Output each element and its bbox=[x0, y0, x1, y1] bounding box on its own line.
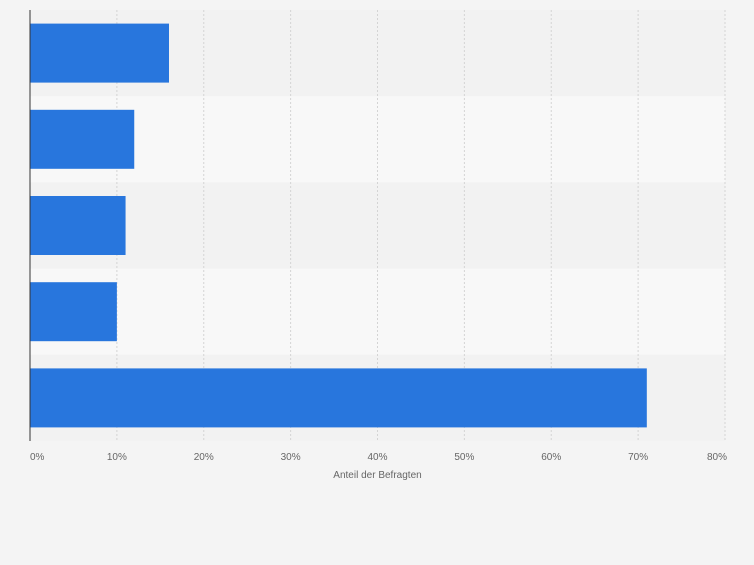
bar bbox=[30, 282, 117, 342]
bars bbox=[30, 23, 647, 428]
x-tick-label: 20% bbox=[194, 452, 214, 463]
x-tick-label: 10% bbox=[107, 452, 127, 463]
x-tick-label: 30% bbox=[281, 452, 301, 463]
x-tick-label: 80% bbox=[707, 452, 727, 463]
x-tick-label: 0% bbox=[30, 452, 45, 463]
x-tick-label: 70% bbox=[628, 452, 648, 463]
bar bbox=[30, 23, 169, 83]
bar bbox=[30, 109, 135, 169]
x-tick-label: 40% bbox=[367, 452, 387, 463]
x-tick-labels: 0% 10% 20% 30% 40% 50% 60% 70% 80% bbox=[30, 452, 727, 463]
x-tick-label: 60% bbox=[541, 452, 561, 463]
x-axis-label: Anteil der Befragten bbox=[333, 470, 421, 481]
bar bbox=[30, 196, 126, 255]
x-tick-label: 50% bbox=[454, 452, 474, 463]
bar bbox=[30, 368, 647, 428]
